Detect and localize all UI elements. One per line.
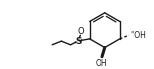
Text: ''OH: ''OH: [130, 31, 146, 40]
Text: OH: OH: [95, 59, 107, 68]
Text: S: S: [75, 37, 82, 46]
Text: O: O: [77, 28, 84, 37]
Text: ·: ·: [80, 35, 83, 45]
